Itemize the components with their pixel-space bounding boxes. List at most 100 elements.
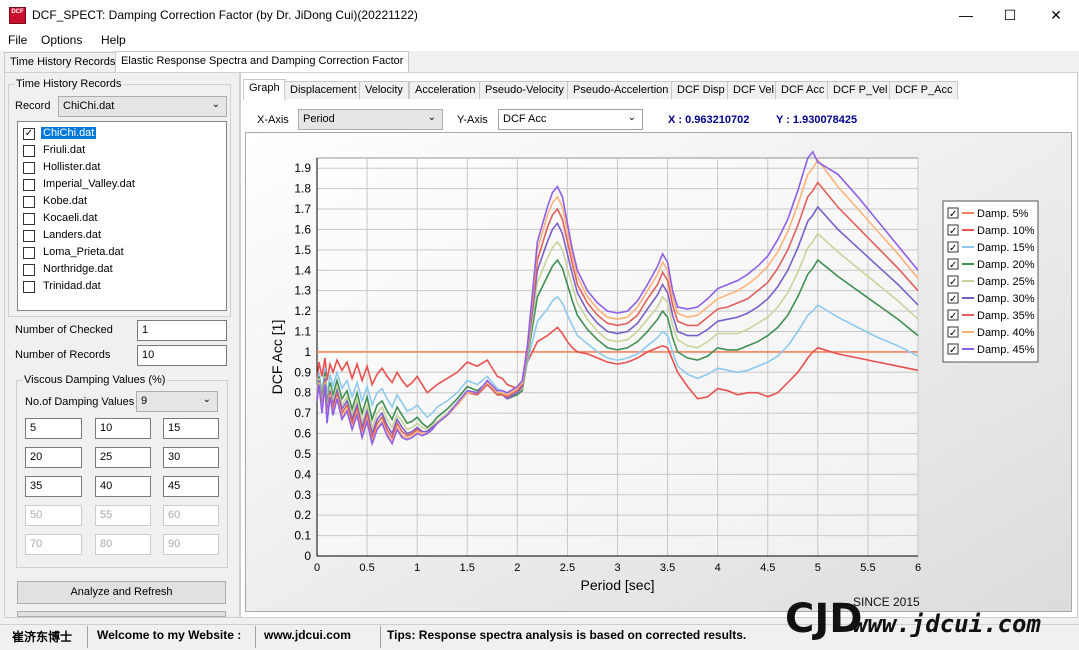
series-line-6 xyxy=(316,205,919,437)
damping-field-1[interactable]: 5 xyxy=(25,418,82,439)
y-axis-title: DCF Acc [1] xyxy=(269,320,285,395)
record-item-loma-prieta[interactable]: Loma_Prieta.dat xyxy=(21,244,225,261)
y-tick-label: 1.4 xyxy=(294,263,311,277)
record-name: ChiChi.dat xyxy=(41,127,97,139)
legend-checkbox xyxy=(947,224,959,236)
menu-options[interactable]: Options xyxy=(41,33,83,47)
tab-dcf-p-acc[interactable]: DCF P_Acc xyxy=(889,81,959,99)
tab-time-history-records[interactable]: Time History Records xyxy=(4,52,122,72)
x-tick-label: 5.5 xyxy=(860,562,875,574)
status-author: 崔济东博士 xyxy=(12,630,73,644)
record-name: Friuli.dat xyxy=(43,144,86,156)
y-tick-label: 1.9 xyxy=(294,161,311,175)
damping-count-select[interactable]: 9 ⌄ xyxy=(136,391,218,412)
tab-acceleration[interactable]: Acceleration xyxy=(409,81,482,99)
dcf-chart[interactable]: 0 0.5 1 1.5 2 2.5 3 3.5 4 4.5 5 5.5 6 0 0.1 0.2 0.3 0.4 0.… xyxy=(246,133,1071,611)
analyze-refresh-button[interactable]: Analyze and Refresh xyxy=(17,581,226,604)
checkbox[interactable] xyxy=(23,145,35,157)
series-line-5 xyxy=(316,232,919,431)
damping-field-7[interactable]: 35 xyxy=(25,476,82,497)
checkbox[interactable] xyxy=(23,213,35,225)
chart-area[interactable]: 0 0.5 1 1.5 2 2.5 3 3.5 4 4.5 5 5.5 6 0 0.1 0.2 0.3 0.4 0.… xyxy=(245,132,1072,612)
damping-field-11: 55 xyxy=(95,505,151,526)
legend-checkbox xyxy=(947,241,959,253)
series-line-3 xyxy=(316,295,919,419)
tab-displacement[interactable]: Displacement xyxy=(284,81,363,99)
window-title: DCF_SPECT: Damping Correction Factor (by… xyxy=(32,8,418,22)
minimize-button[interactable]: — xyxy=(959,7,973,23)
record-count-field[interactable]: 10 xyxy=(137,345,227,366)
tab-dcf-acc[interactable]: DCF Acc xyxy=(775,81,831,99)
damping-field-6[interactable]: 30 xyxy=(163,447,219,468)
tab-dcf-disp[interactable]: DCF Disp xyxy=(671,81,731,99)
y-tick-label: 1.2 xyxy=(294,304,311,318)
close-button[interactable]: ✕ xyxy=(1050,7,1062,23)
y-axis-label: Y-Axis xyxy=(457,114,488,126)
tab-dcf-vel[interactable]: DCF Vel xyxy=(727,81,780,99)
secondary-button[interactable] xyxy=(17,611,226,617)
legend-label: Damp. 40% xyxy=(977,327,1035,339)
legend-check-icon: ✓ xyxy=(949,345,957,356)
record-item-hollister[interactable]: Hollister.dat xyxy=(21,159,225,176)
record-item-friuli[interactable]: Friuli.dat xyxy=(21,142,225,159)
menu-help[interactable]: Help xyxy=(101,33,126,47)
checkbox[interactable] xyxy=(23,281,35,293)
record-item-landers[interactable]: Landers.dat xyxy=(21,227,225,244)
maximize-button[interactable]: ☐ xyxy=(1003,7,1017,23)
status-welcome: Welcome to my Website : xyxy=(97,628,242,642)
record-item-chichi[interactable]: ✓ ChiChi.dat xyxy=(21,125,225,142)
y-tick-label: 0.2 xyxy=(294,508,311,522)
record-list[interactable]: ✓ ChiChi.dat Friuli.dat Hollister.dat Imp… xyxy=(17,121,227,311)
legend-label: Damp. 20% xyxy=(977,259,1035,271)
x-tick-label: 0.5 xyxy=(359,562,374,574)
checked-count-field[interactable]: 1 xyxy=(137,320,227,341)
damping-field-9[interactable]: 45 xyxy=(163,476,219,497)
checkbox[interactable] xyxy=(23,247,35,259)
checkbox[interactable] xyxy=(23,179,35,191)
y-axis-select[interactable]: DCF Acc ⌄ xyxy=(498,109,643,130)
damping-field-4[interactable]: 20 xyxy=(25,447,82,468)
checkbox[interactable] xyxy=(23,230,35,242)
tab-graph[interactable]: Graph xyxy=(243,79,286,100)
y-tick-label: 0.3 xyxy=(294,488,311,502)
record-name: Kocaeli.dat xyxy=(43,212,98,224)
legend-checkbox xyxy=(947,309,959,321)
damping-field-5[interactable]: 25 xyxy=(95,447,151,468)
tab-pseudo-velocity[interactable]: Pseudo-Velocity xyxy=(479,81,570,99)
tab-dcf-p-vel[interactable]: DCF P_Vel xyxy=(827,81,894,99)
checkbox[interactable] xyxy=(23,264,35,276)
legend-label: Damp. 5% xyxy=(977,208,1029,220)
checkbox[interactable] xyxy=(23,162,35,174)
record-item-kocaeli[interactable]: Kocaeli.dat xyxy=(21,210,225,227)
checkbox[interactable] xyxy=(23,196,35,208)
checkbox[interactable]: ✓ xyxy=(23,128,35,140)
x-axis-label: X-Axis xyxy=(257,114,289,126)
legend-check-icon: ✓ xyxy=(949,277,957,288)
y-tick-label: 0.4 xyxy=(294,467,311,481)
legend-checkbox xyxy=(947,207,959,219)
damping-field-10: 50 xyxy=(25,505,82,526)
y-tick-label: 0 xyxy=(304,549,311,563)
y-tick-label: 0.6 xyxy=(294,427,311,441)
record-item-kobe[interactable]: Kobe.dat xyxy=(21,193,225,210)
series-line-9 xyxy=(316,150,919,447)
x-axis-select[interactable]: Period ⌄ xyxy=(298,109,443,130)
jdcui-watermark: CJD SINCE 2015 www.jdcui.com xyxy=(783,592,1075,643)
damping-field-2[interactable]: 10 xyxy=(95,418,151,439)
record-item-trinidad[interactable]: Trinidad.dat xyxy=(21,278,225,295)
watermark-logo: CJD SINCE 2015 www.jdcui.com xyxy=(785,595,1041,642)
menu-file[interactable]: File xyxy=(8,33,28,47)
menu-bar xyxy=(0,31,1079,51)
app-icon: DCF xyxy=(9,7,26,24)
record-name: Hollister.dat xyxy=(43,161,101,173)
damping-field-3[interactable]: 15 xyxy=(163,418,219,439)
record-select[interactable]: ChiChi.dat ⌄ xyxy=(58,96,227,117)
tab-pseudo-acceleration[interactable]: Pseudo-Accelertion xyxy=(567,81,675,99)
record-item-imperial-valley[interactable]: Imperial_Valley.dat xyxy=(21,176,225,193)
status-website-link[interactable]: www.jdcui.com xyxy=(264,628,351,642)
record-item-northridge[interactable]: Northridge.dat xyxy=(21,261,225,278)
tab-elastic-response-spectra[interactable]: Elastic Response Spectra and Damping Cor… xyxy=(115,51,410,73)
tab-velocity[interactable]: Velocity xyxy=(359,81,409,99)
record-name: Loma_Prieta.dat xyxy=(43,246,124,258)
damping-field-8[interactable]: 40 xyxy=(95,476,151,497)
